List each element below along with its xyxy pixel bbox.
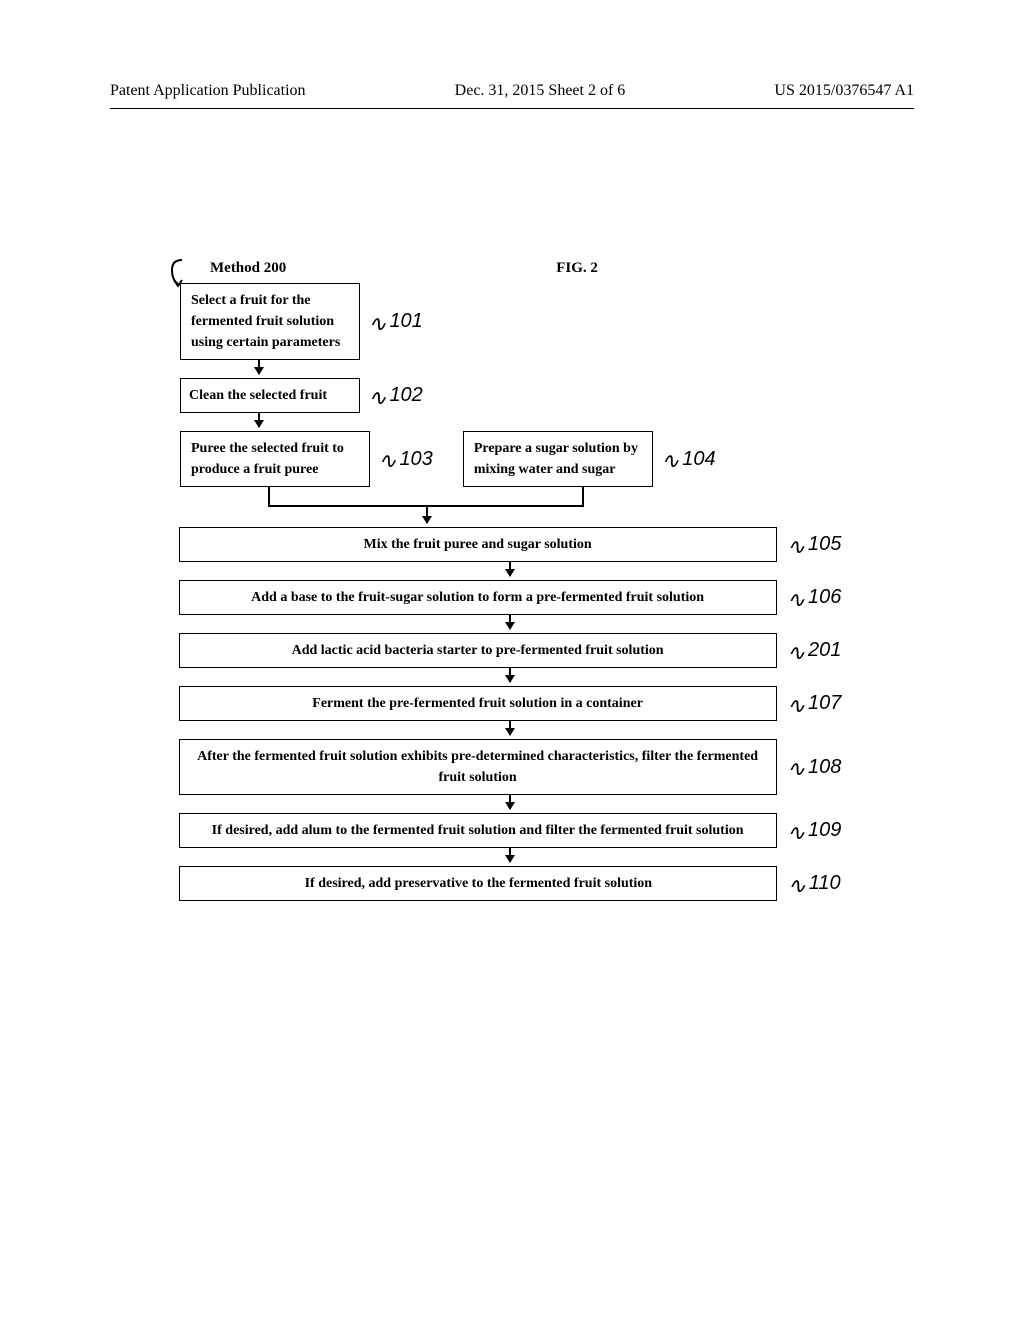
step-102-box: Clean the selected fruit (180, 378, 360, 413)
step-108-row: After the fermented fruit solution exhib… (179, 739, 842, 795)
step-106-ref: ∿106 (787, 585, 842, 611)
step-101-box: Select a fruit for the fermented fruit s… (180, 283, 360, 360)
step-201-row: Add lactic acid bacteria starter to pre-… (179, 633, 842, 668)
step-104-text: Prepare a sugar solution by mixing water… (474, 441, 638, 477)
step-105-row: Mix the fruit puree and sugar solution ∿… (179, 527, 842, 562)
method-title: Method 200 (210, 260, 286, 277)
step-107-box: Ferment the pre-fermented fruit solution… (179, 686, 777, 721)
figure-title: FIG. 2 (556, 260, 598, 277)
step-105-box: Mix the fruit puree and sugar solution (179, 527, 777, 562)
step-109-row: If desired, add alum to the fermented fr… (179, 813, 842, 848)
step-103-text: Puree the selected fruit to produce a fr… (191, 441, 344, 477)
step-101-ref: ∿101 (368, 309, 423, 335)
step-110-text: If desired, add preservative to the ferm… (305, 876, 653, 891)
step-101-text: Select a fruit for the fermented fruit s… (191, 293, 340, 350)
step-103-box: Puree the selected fruit to produce a fr… (180, 431, 370, 487)
step-102-ref: ∿102 (368, 383, 423, 409)
flowchart: Method 200 FIG. 2 Select a fruit for the… (180, 260, 860, 901)
step-106-box: Add a base to the fruit-sugar solution t… (179, 580, 777, 615)
step-107-row: Ferment the pre-fermented fruit solution… (179, 686, 842, 721)
step-110-row: If desired, add preservative to the ferm… (179, 866, 840, 901)
step-109-text: If desired, add alum to the fermented fr… (212, 823, 744, 838)
step-103-ref: ∿103 (378, 446, 433, 472)
step-102-row: Clean the selected fruit ∿102 (180, 378, 423, 413)
step-103-row: Puree the selected fruit to produce a fr… (180, 431, 433, 487)
parallel-steps: Puree the selected fruit to produce a fr… (180, 431, 860, 487)
header-rule (110, 108, 914, 109)
arrow-105-106 (509, 562, 511, 576)
arrow-108-109 (509, 795, 511, 809)
page-header: Patent Application Publication Dec. 31, … (0, 82, 1024, 100)
step-101-row: Select a fruit for the fermented fruit s… (180, 283, 423, 360)
arrow-102-103 (258, 413, 260, 427)
step-105-text: Mix the fruit puree and sugar solution (364, 537, 592, 552)
arrow-101-102 (258, 360, 260, 374)
header-right: US 2015/0376547 A1 (774, 82, 914, 100)
step-108-ref: ∿108 (787, 754, 842, 780)
step-201-box: Add lactic acid bacteria starter to pre-… (179, 633, 777, 668)
header-center: Dec. 31, 2015 Sheet 2 of 6 (455, 82, 626, 100)
step-104-row: Prepare a sugar solution by mixing water… (463, 431, 716, 487)
step-108-text: After the fermented fruit solution exhib… (197, 749, 758, 785)
step-109-ref: ∿109 (787, 818, 842, 844)
step-201-text: Add lactic acid bacteria starter to pre-… (292, 643, 664, 658)
arrow-109-110 (509, 848, 511, 862)
step-106-text: Add a base to the fruit-sugar solution t… (251, 590, 704, 605)
step-107-ref: ∿107 (787, 691, 842, 717)
step-110-box: If desired, add preservative to the ferm… (179, 866, 777, 901)
step-109-box: If desired, add alum to the fermented fr… (179, 813, 777, 848)
arrow-201-107 (509, 668, 511, 682)
arrow-107-108 (509, 721, 511, 735)
merge-connector (200, 487, 760, 527)
step-107-text: Ferment the pre-fermented fruit solution… (312, 696, 643, 711)
arrow-106-201 (509, 615, 511, 629)
patent-page: Patent Application Publication Dec. 31, … (0, 0, 1024, 1320)
step-105-ref: ∿105 (787, 532, 842, 558)
header-left: Patent Application Publication (110, 82, 306, 100)
diagram-titles: Method 200 FIG. 2 (180, 260, 860, 277)
step-201-ref: ∿201 (787, 638, 842, 664)
step-106-row: Add a base to the fruit-sugar solution t… (179, 580, 842, 615)
step-104-ref: ∿104 (661, 446, 716, 472)
step-110-ref: ∿110 (787, 871, 840, 897)
step-102-text: Clean the selected fruit (189, 388, 327, 403)
step-108-box: After the fermented fruit solution exhib… (179, 739, 777, 795)
step-104-box: Prepare a sugar solution by mixing water… (463, 431, 653, 487)
